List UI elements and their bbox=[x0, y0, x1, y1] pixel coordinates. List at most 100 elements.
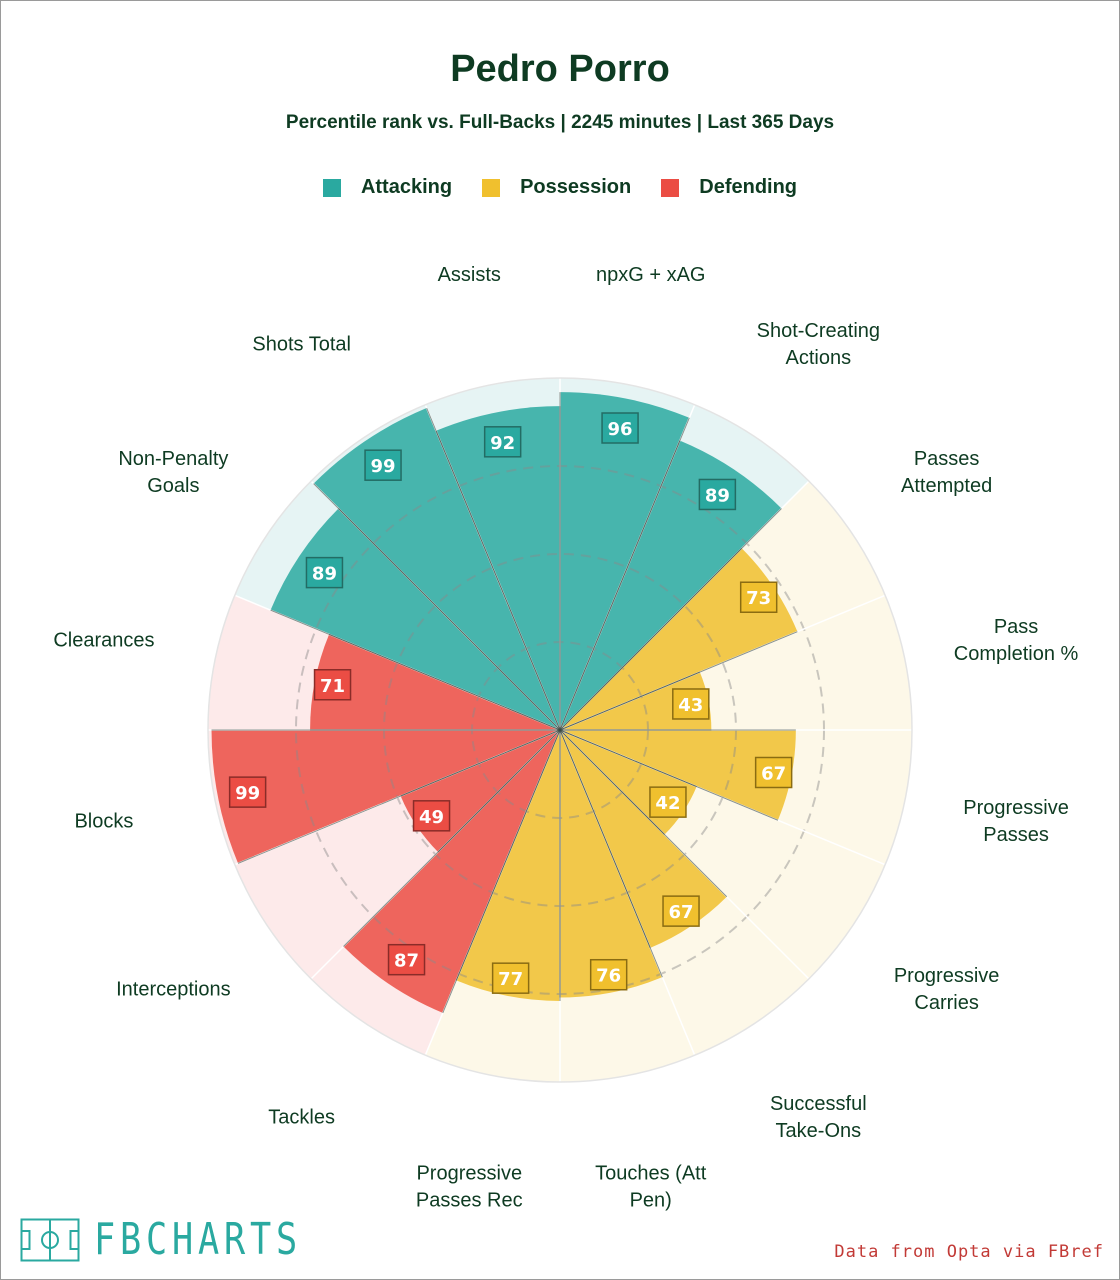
value-label-progressive-carries: 42 bbox=[655, 793, 680, 814]
axis-label-line: Assists bbox=[438, 264, 501, 286]
axis-label-line: Interceptions bbox=[116, 978, 231, 1000]
fbcharts-logo: FBCHARTS bbox=[20, 1217, 354, 1263]
axis-label-shots-total: Shots Total bbox=[252, 333, 351, 355]
value-label-non-penalty-goals: 89 bbox=[312, 564, 337, 585]
axis-label-line: Completion % bbox=[954, 643, 1079, 665]
axis-label-line: Tackles bbox=[268, 1107, 335, 1129]
value-label-box-pass-completion bbox=[672, 688, 710, 720]
value-label-npxg-xag: 96 bbox=[608, 419, 633, 440]
bar-shots-total bbox=[313, 408, 560, 730]
axis-label-progressive-passes: Progressive Passes bbox=[963, 797, 1069, 846]
value-label-interceptions: 49 bbox=[419, 807, 444, 828]
value-label-box-shots-total bbox=[364, 449, 402, 481]
value-label-shot-creating-actions: 89 bbox=[705, 485, 730, 506]
bar-assists bbox=[436, 406, 560, 730]
value-label-box-successful-take-ons bbox=[662, 895, 700, 927]
bar-npxg-xag bbox=[560, 392, 690, 730]
bar-edge-passes-attempted-a bbox=[559, 547, 743, 731]
axis-label-line: npxG + xAG bbox=[596, 264, 706, 286]
bar-edge-interceptions-a bbox=[437, 729, 561, 853]
value-label-successful-take-ons: 67 bbox=[668, 902, 693, 923]
legend-label-defending: Defending bbox=[699, 176, 798, 198]
bar-edge-touches-att-pen-a bbox=[559, 729, 663, 978]
axis-label-clearances: Clearances bbox=[53, 629, 154, 651]
value-label-pass-completion: 43 bbox=[678, 695, 703, 716]
bar-edge-shot-creating-actions-a bbox=[559, 440, 681, 731]
axis-label-npxg-xag: npxG + xAG bbox=[596, 264, 706, 286]
axis-label-line: Passes Rec bbox=[416, 1190, 523, 1212]
value-label-box-progressive-passes bbox=[754, 756, 793, 789]
legend-item-possession: Possession bbox=[482, 176, 631, 199]
axis-label-line: Clearances bbox=[53, 629, 154, 651]
bar-edge-assists-a bbox=[435, 430, 561, 731]
value-label-assists: 92 bbox=[490, 433, 515, 454]
bar-edge-progressive-carries-a bbox=[559, 729, 697, 788]
axis-label-shot-creating-actions: Shot-Creating Actions bbox=[757, 320, 880, 369]
bar-progressive-passes-rec bbox=[456, 730, 560, 1002]
legend-label-possession: Possession bbox=[520, 176, 632, 198]
bar-clearances bbox=[310, 634, 560, 730]
axis-label-line: Touches (Att bbox=[595, 1163, 707, 1185]
bar-tackles bbox=[343, 730, 560, 1013]
legend-swatch-attacking bbox=[322, 178, 341, 197]
value-label-box-progressive-passes-rec bbox=[491, 962, 530, 994]
legend-swatch-defending bbox=[661, 178, 680, 197]
bar-edge-blocks-a bbox=[237, 729, 561, 864]
axis-label-line: Shot-Creating bbox=[757, 320, 880, 342]
data-credit: Data from Opta via FBref bbox=[834, 1242, 1104, 1262]
bar-successful-take-ons bbox=[560, 730, 727, 948]
value-label-shots-total: 99 bbox=[371, 456, 396, 477]
value-label-clearances: 71 bbox=[320, 676, 345, 697]
bar-progressive-passes bbox=[560, 730, 796, 821]
value-label-progressive-passes-rec: 77 bbox=[498, 969, 523, 990]
axis-label-line: Pen) bbox=[630, 1190, 672, 1212]
axis-label-non-penalty-goals: Non-Penalty Goals bbox=[118, 448, 228, 497]
legend-item-attacking: Attacking bbox=[322, 176, 452, 199]
axis-label-touches-att-pen: Touches (Att Pen) bbox=[595, 1163, 707, 1212]
axis-label-line: Carries bbox=[914, 992, 978, 1014]
axis-label-line: Attempted bbox=[901, 475, 992, 497]
value-label-box-assists bbox=[483, 426, 522, 458]
axis-label-line: Actions bbox=[786, 347, 852, 369]
axis-label-line: Progressive bbox=[894, 965, 1000, 987]
axis-label-line: Successful bbox=[770, 1093, 867, 1115]
bar-passes-attempted bbox=[560, 548, 798, 730]
value-label-box-shot-creating-actions bbox=[698, 478, 737, 511]
value-label-touches-att-pen: 76 bbox=[596, 966, 621, 987]
axis-label-progressive-carries: Progressive Carries bbox=[894, 965, 1000, 1014]
axis-label-blocks: Blocks bbox=[74, 811, 133, 833]
pitch-icon bbox=[20, 1218, 80, 1262]
bar-edge-pass-completion-a bbox=[559, 671, 701, 731]
value-label-blocks: 99 bbox=[235, 783, 260, 804]
axis-label-line: Pass bbox=[994, 616, 1038, 638]
axis-label-line: Blocks bbox=[74, 811, 133, 833]
legend-swatch-possession bbox=[482, 178, 501, 197]
value-label-box-progressive-carries bbox=[649, 786, 687, 818]
logo-text: FBCHARTS bbox=[94, 1214, 302, 1265]
axis-label-line: Shots Total bbox=[252, 333, 351, 355]
value-label-box-npxg-xag bbox=[601, 412, 639, 444]
chart-title: Pedro Porro bbox=[450, 48, 670, 90]
bar-edge-tackles-a bbox=[442, 729, 561, 1014]
value-label-box-touches-att-pen bbox=[589, 958, 628, 991]
bar-blocks bbox=[211, 730, 560, 864]
axis-label-successful-take-ons: Successful Take-Ons bbox=[770, 1093, 867, 1142]
axis-label-assists: Assists bbox=[438, 264, 501, 286]
axis-label-line: Passes bbox=[983, 824, 1049, 846]
value-label-box-tackles bbox=[387, 943, 426, 976]
axis-label-line: Take-Ons bbox=[776, 1120, 862, 1142]
value-label-box-non-penalty-goals bbox=[305, 556, 344, 589]
axis-label-line: Non-Penalty bbox=[118, 448, 228, 470]
axis-label-pass-completion: Pass Completion % bbox=[954, 616, 1079, 665]
value-label-tackles: 87 bbox=[394, 951, 419, 972]
axis-label-line: Progressive bbox=[416, 1163, 522, 1185]
axis-label-passes-attempted: Passes Attempted bbox=[901, 448, 992, 497]
value-label-box-blocks bbox=[228, 776, 267, 808]
value-label-box-clearances bbox=[313, 669, 352, 701]
legend: Attacking Possession Defending bbox=[0, 176, 1120, 199]
value-label-box-interceptions bbox=[412, 800, 451, 832]
axis-label-line: Passes bbox=[914, 448, 980, 470]
chart-subtitle: Percentile rank vs. Full-Backs | 2245 mi… bbox=[285, 112, 835, 133]
value-label-progressive-passes: 67 bbox=[761, 764, 786, 785]
